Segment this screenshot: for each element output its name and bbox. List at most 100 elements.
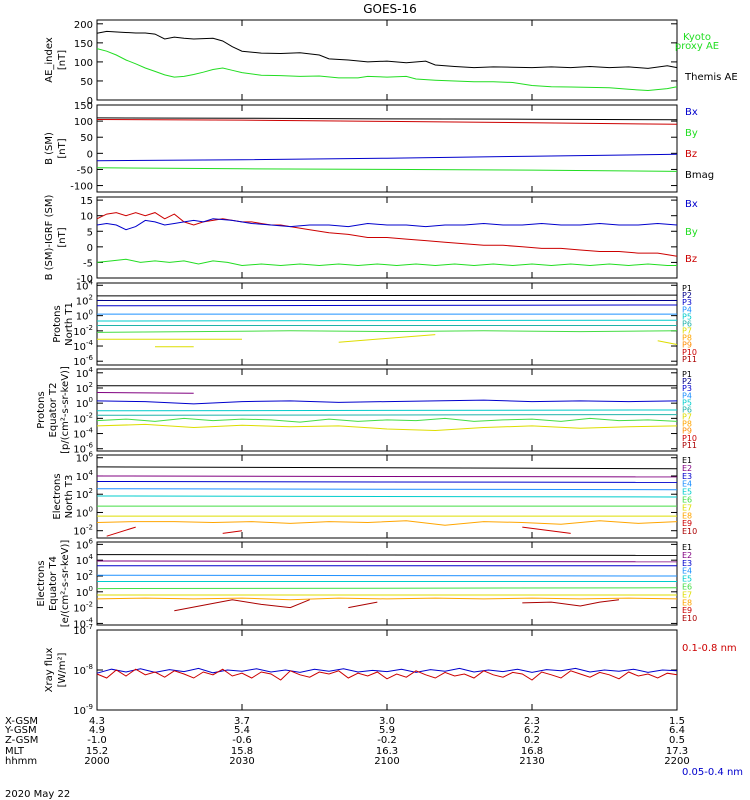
y-axis-label: Electrons xyxy=(36,560,47,606)
legend-entry: P1 xyxy=(682,370,692,379)
legend-entry: By xyxy=(685,227,698,238)
legend-entry: Kyoto xyxy=(683,32,711,43)
y-tick-label: 10-6 xyxy=(73,354,93,368)
legend-entry: P11 xyxy=(682,441,697,450)
x-tick-value: 5.4 xyxy=(234,725,250,736)
legend-entry: E1 xyxy=(682,456,692,465)
legend-entry: E2 xyxy=(682,551,692,560)
legend-entry: P7 xyxy=(682,327,692,336)
x-tick-value: 3.0 xyxy=(379,716,395,727)
y-axis-label: Electrons xyxy=(52,473,63,519)
y-tick-label: 100 xyxy=(74,117,93,128)
y-tick-label: -5 xyxy=(83,258,93,269)
y-tick-label: 102 xyxy=(76,381,93,395)
series-line-2 xyxy=(96,475,678,478)
y-tick-label: 10-4 xyxy=(73,427,93,441)
x-tick-value: 15.8 xyxy=(231,746,253,757)
y-tick-label: 10-2 xyxy=(73,411,93,425)
series-line-11 xyxy=(657,340,678,345)
series-line-4 xyxy=(96,488,678,491)
y-axis-label: North T3 xyxy=(64,475,75,519)
y-tick-label: 102 xyxy=(76,293,93,307)
legend-entry: P1 xyxy=(682,284,692,293)
x-tick-value: -0.6 xyxy=(232,735,252,746)
legend-entry: P4 xyxy=(682,391,692,400)
series-line-10 xyxy=(348,601,378,609)
legend-entry: E1 xyxy=(682,543,692,552)
legend-entry: E8 xyxy=(682,511,692,520)
legend-entry: E3 xyxy=(682,472,692,481)
legend-entry: Bz xyxy=(685,149,697,160)
legend-entry: P9 xyxy=(682,427,692,436)
y-tick-label: 150 xyxy=(74,39,93,50)
y-axis-label: AE_index xyxy=(44,37,55,83)
legend-entry: Themis AE xyxy=(684,72,738,83)
y-axis-label: [p/(cm²-s-sr-keV)] xyxy=(60,366,71,454)
y-tick-label: 104 xyxy=(76,278,94,292)
series-line-2 xyxy=(96,218,678,231)
x-tick-value: 15.2 xyxy=(86,746,108,757)
legend-entry: Bmag xyxy=(685,170,714,181)
y-tick-label: 50 xyxy=(80,77,93,88)
legend-entry: E8 xyxy=(682,598,692,607)
x-tick-value: 4.9 xyxy=(89,725,105,736)
panel-7: 106 104 102 100 10-210-4 Electrons Equator T4[… xyxy=(36,537,697,630)
y-tick-label: 102 xyxy=(76,569,93,583)
y-axis-label: B (SM) xyxy=(44,132,55,165)
legend-entry: E6 xyxy=(682,496,692,505)
legend-entry: 0.05-0.4 nm xyxy=(682,767,743,778)
y-tick-label: 150 xyxy=(74,101,93,112)
y-tick-label: 15 xyxy=(80,196,93,207)
y-tick-label: 104 xyxy=(76,366,94,380)
y-axis-label: [e/(cm²-s-sr-keV)] xyxy=(60,540,71,628)
x-tick-value: -0.2 xyxy=(377,735,397,746)
legend-entry: P2 xyxy=(682,377,692,386)
legend-entry: P5 xyxy=(682,312,692,321)
legend-entry: P6 xyxy=(682,319,692,328)
x-tick-value: 1.5 xyxy=(669,716,685,727)
series-line-8 xyxy=(96,520,678,526)
x-tick-value: 3.7 xyxy=(234,716,250,727)
y-tick-label: 100 xyxy=(74,58,93,69)
y-tick-label: 200 xyxy=(74,20,93,31)
y-axis-label: Protons xyxy=(52,305,63,342)
series-line-4 xyxy=(96,574,678,577)
panel-frame xyxy=(96,19,678,101)
series-line-7 xyxy=(96,423,678,432)
x-row-label: X-GSM xyxy=(5,716,38,727)
panel-2: -100 -50 0 50 100 150 B (SM) [nT] Bx By Bz Bmag xyxy=(44,101,714,193)
y-axis-label: Xray flux xyxy=(44,648,55,693)
series-line-10 xyxy=(222,530,243,534)
y-tick-label: 0 xyxy=(87,243,93,254)
legend-entry: proxy AE xyxy=(675,41,719,52)
legend-entry: P6 xyxy=(682,405,692,414)
y-tick-label: -50 xyxy=(77,165,93,176)
y-tick-label: 10-7 xyxy=(73,623,93,637)
series-line-1 xyxy=(96,212,678,257)
series-line-5 xyxy=(96,495,678,498)
y-tick-label: 10-9 xyxy=(73,703,93,717)
series-line-3 xyxy=(96,399,678,405)
y-tick-label: 5 xyxy=(87,227,93,238)
x-row-label: Z-GSM xyxy=(5,735,38,746)
legend-entry: P10 xyxy=(682,348,697,357)
legend-entry: P9 xyxy=(682,341,692,350)
series-line-5 xyxy=(96,319,678,322)
y-tick-label: 106 xyxy=(76,451,94,465)
series-line-8 xyxy=(96,597,678,601)
series-line-1 xyxy=(96,30,678,69)
series-line-7 xyxy=(96,330,678,333)
series-line-2 xyxy=(96,560,678,563)
y-tick-label: 10-2 xyxy=(73,324,93,338)
figure-title: GOES-16 xyxy=(363,2,417,16)
series-line-3 xyxy=(96,153,678,162)
x-tick-value: -1.0 xyxy=(87,735,107,746)
legend-entry: E9 xyxy=(682,519,692,528)
x-tick-value: 2.3 xyxy=(524,716,540,727)
legend-entry: P3 xyxy=(682,298,692,307)
legend-entry: E10 xyxy=(682,614,697,623)
series-line-6 xyxy=(96,587,678,590)
y-axis-label: [nT] xyxy=(57,227,68,247)
